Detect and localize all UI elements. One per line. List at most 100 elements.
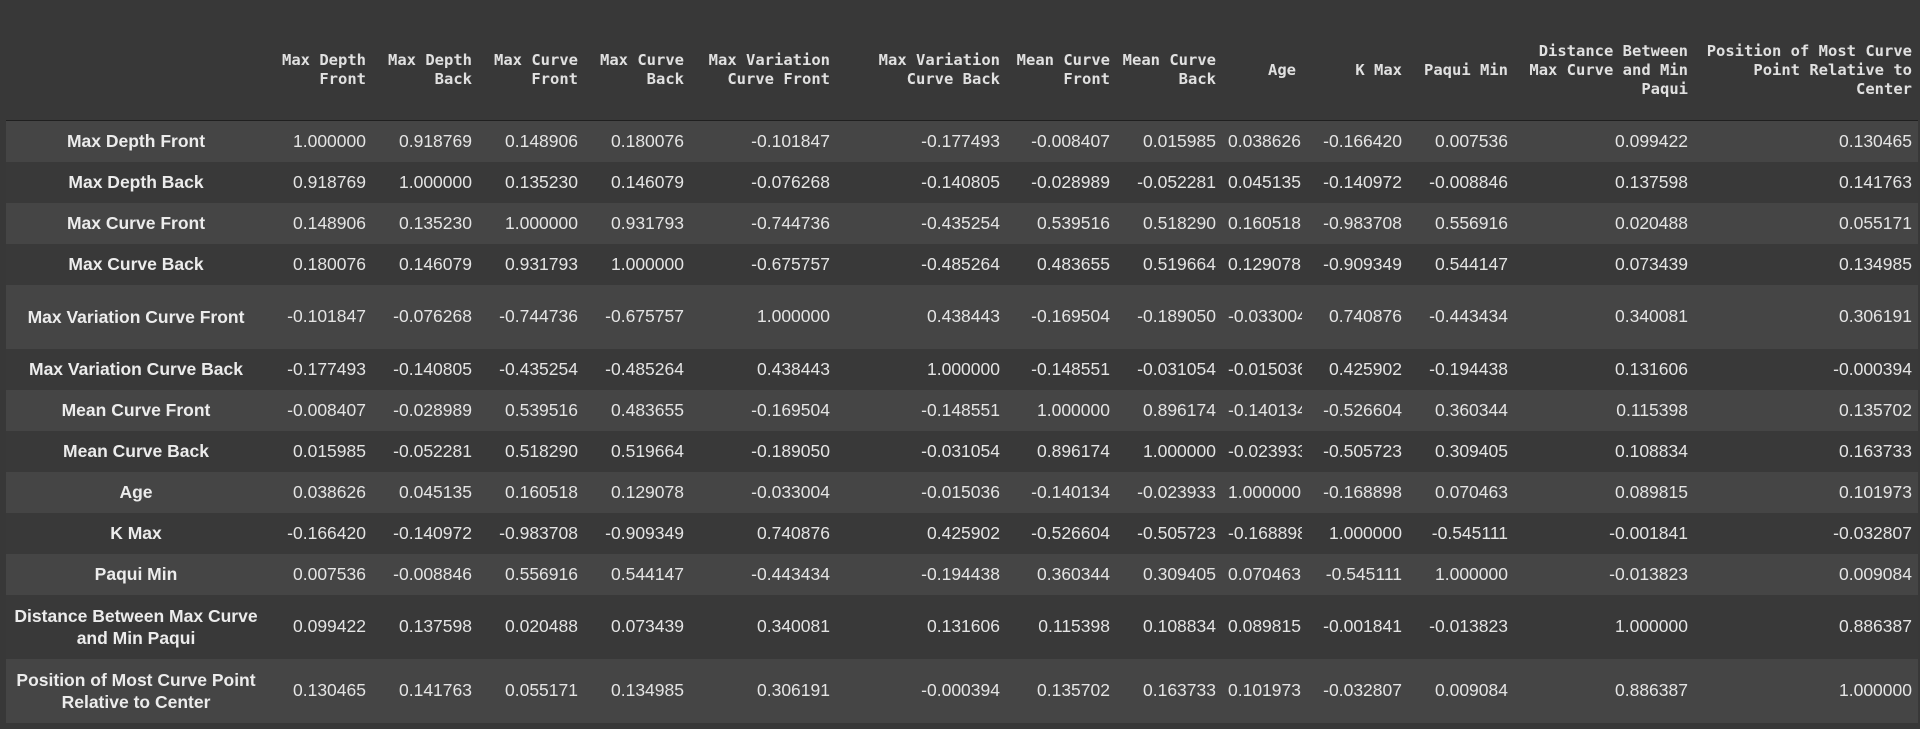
table-cell: 1.000000: [1435, 563, 1508, 584]
table-row: Max Variation Curve Back -0.177493 -0.14…: [6, 348, 1918, 390]
table-cell: -0.443434: [1429, 306, 1508, 326]
table-cell: -0.052281: [393, 440, 472, 461]
table-cell: -0.194438: [1429, 358, 1508, 379]
table-cell: -0.435254: [499, 358, 578, 379]
table-cell: 0.518290: [505, 440, 578, 461]
table-cell: -0.744736: [499, 306, 578, 326]
header-corner: [6, 20, 266, 121]
table-cell: 0.740876: [1329, 306, 1402, 326]
table-cell: -0.032807: [1323, 680, 1402, 700]
table-cell: 1.000000: [1329, 522, 1402, 543]
table-cell: -0.032807: [1833, 522, 1912, 543]
table-cell: -0.013823: [1609, 563, 1688, 584]
table-cell: 0.886387: [1615, 680, 1688, 700]
table-cell: 0.896174: [1143, 399, 1216, 420]
table-cell: -0.168898: [1323, 481, 1402, 502]
table-row: Max Curve Back 0.180076 0.146079 0.93179…: [6, 243, 1918, 285]
table-cell: -0.526604: [1323, 399, 1402, 420]
row-label: K Max: [110, 523, 162, 543]
row-label: Max Variation Curve Front: [27, 306, 245, 327]
table-cell: 0.129078: [1228, 253, 1301, 274]
table-row: Paqui Min 0.007536 -0.008846 0.556916 0.…: [6, 553, 1918, 595]
row-label: Mean Curve Back: [63, 441, 209, 461]
table-cell: -0.033004: [751, 481, 830, 502]
table-cell: 0.309405: [1143, 563, 1216, 584]
table-cell: 0.099422: [293, 616, 366, 636]
table-cell: -0.545111: [1431, 522, 1508, 543]
table-cell: 0.425902: [1329, 358, 1402, 379]
table-cell: -0.000394: [1833, 358, 1912, 379]
table-cell: -0.101847: [287, 306, 366, 326]
table-cell: 0.131606: [1615, 358, 1688, 379]
table-cell: 0.148906: [293, 212, 366, 233]
table-cell: 0.007536: [293, 563, 366, 584]
table-cell: -0.140805: [393, 358, 472, 379]
table-cell: -0.166420: [287, 522, 366, 543]
table-cell: -0.076268: [393, 306, 472, 326]
table-cell: 0.055171: [505, 680, 578, 700]
table-cell: -0.140805: [921, 171, 1000, 192]
column-header: Position of Most Curve Point Relative to…: [1694, 20, 1918, 121]
table-cell: 0.146079: [399, 253, 472, 274]
table-cell: 0.163733: [1839, 440, 1912, 461]
table-row: K Max -0.166420 -0.140972 -0.983708 -0.9…: [6, 512, 1918, 554]
table-cell: 0.130465: [293, 680, 366, 700]
column-header: Max Curve Back: [584, 20, 690, 121]
table-cell: 0.108834: [1143, 616, 1216, 636]
row-label: Max Curve Back: [68, 254, 204, 274]
table-row: Position of Most Curve Point Relative to…: [6, 658, 1918, 723]
table-cell: 0.015985: [1143, 130, 1216, 151]
table-cell: 0.544147: [1435, 253, 1508, 274]
table-cell: -0.015036: [1228, 358, 1302, 379]
table-cell: -0.140972: [1323, 171, 1402, 192]
table-cell: 0.045135: [399, 481, 472, 502]
table-cell: -0.983708: [499, 522, 578, 543]
table-cell: 0.931793: [611, 212, 684, 233]
table-cell: -0.101847: [751, 130, 830, 151]
column-header: K Max: [1302, 20, 1408, 121]
table-cell: 0.131606: [927, 616, 1000, 636]
table-cell: -0.485264: [921, 253, 1000, 274]
table-cell: 0.099422: [1615, 130, 1688, 151]
column-header: Paqui Min: [1408, 20, 1514, 121]
table-cell: 1.000000: [611, 253, 684, 274]
table-cell: 0.135702: [1037, 680, 1110, 700]
table-cell: 1.000000: [927, 358, 1000, 379]
table-cell: 0.137598: [399, 616, 472, 636]
table-row: Max Variation Curve Front -0.101847 -0.0…: [6, 284, 1918, 349]
table-row: Max Depth Front 1.000000 0.918769 0.1489…: [6, 120, 1918, 162]
table-cell: -0.166420: [1323, 130, 1402, 151]
row-label: Max Variation Curve Back: [29, 359, 243, 379]
table-cell: -0.140972: [393, 522, 472, 543]
table-cell: 0.163733: [1143, 680, 1216, 700]
table-cell: 0.886387: [1839, 616, 1912, 636]
table-cell: 0.141763: [399, 680, 472, 700]
table-cell: 0.425902: [927, 522, 1000, 543]
table-cell: 1.000000: [505, 212, 578, 233]
row-label: Age: [119, 482, 153, 502]
table-header-row: Max Depth Front Max Depth Back Max Curve…: [6, 20, 1918, 121]
table-cell: 0.340081: [757, 616, 830, 636]
table-cell: -0.028989: [393, 399, 472, 420]
table-cell: 0.740876: [757, 522, 830, 543]
table-cell: 0.306191: [757, 680, 830, 700]
table-cell: -0.052281: [1137, 171, 1216, 192]
table-cell: 0.918769: [399, 130, 472, 151]
table-cell: 0.135230: [399, 212, 472, 233]
column-header: Max Curve Front: [478, 20, 584, 121]
table-cell: 0.931793: [505, 253, 578, 274]
table-cell: 0.137598: [1615, 171, 1688, 192]
table-cell: -0.909349: [1323, 253, 1402, 274]
row-label: Mean Curve Front: [61, 400, 211, 420]
table-cell: 0.038626: [293, 481, 366, 502]
table-cell: -0.013823: [1429, 616, 1508, 636]
table-cell: 0.518290: [1143, 212, 1216, 233]
table-cell: -0.140134: [1228, 399, 1302, 420]
row-label: Paqui Min: [94, 564, 178, 584]
table-cell: 0.438443: [927, 306, 1000, 326]
table-cell: 0.519664: [611, 440, 684, 461]
table-cell: 0.340081: [1615, 306, 1688, 326]
table-cell: 0.134985: [611, 680, 684, 700]
table-cell: 0.556916: [1435, 212, 1508, 233]
